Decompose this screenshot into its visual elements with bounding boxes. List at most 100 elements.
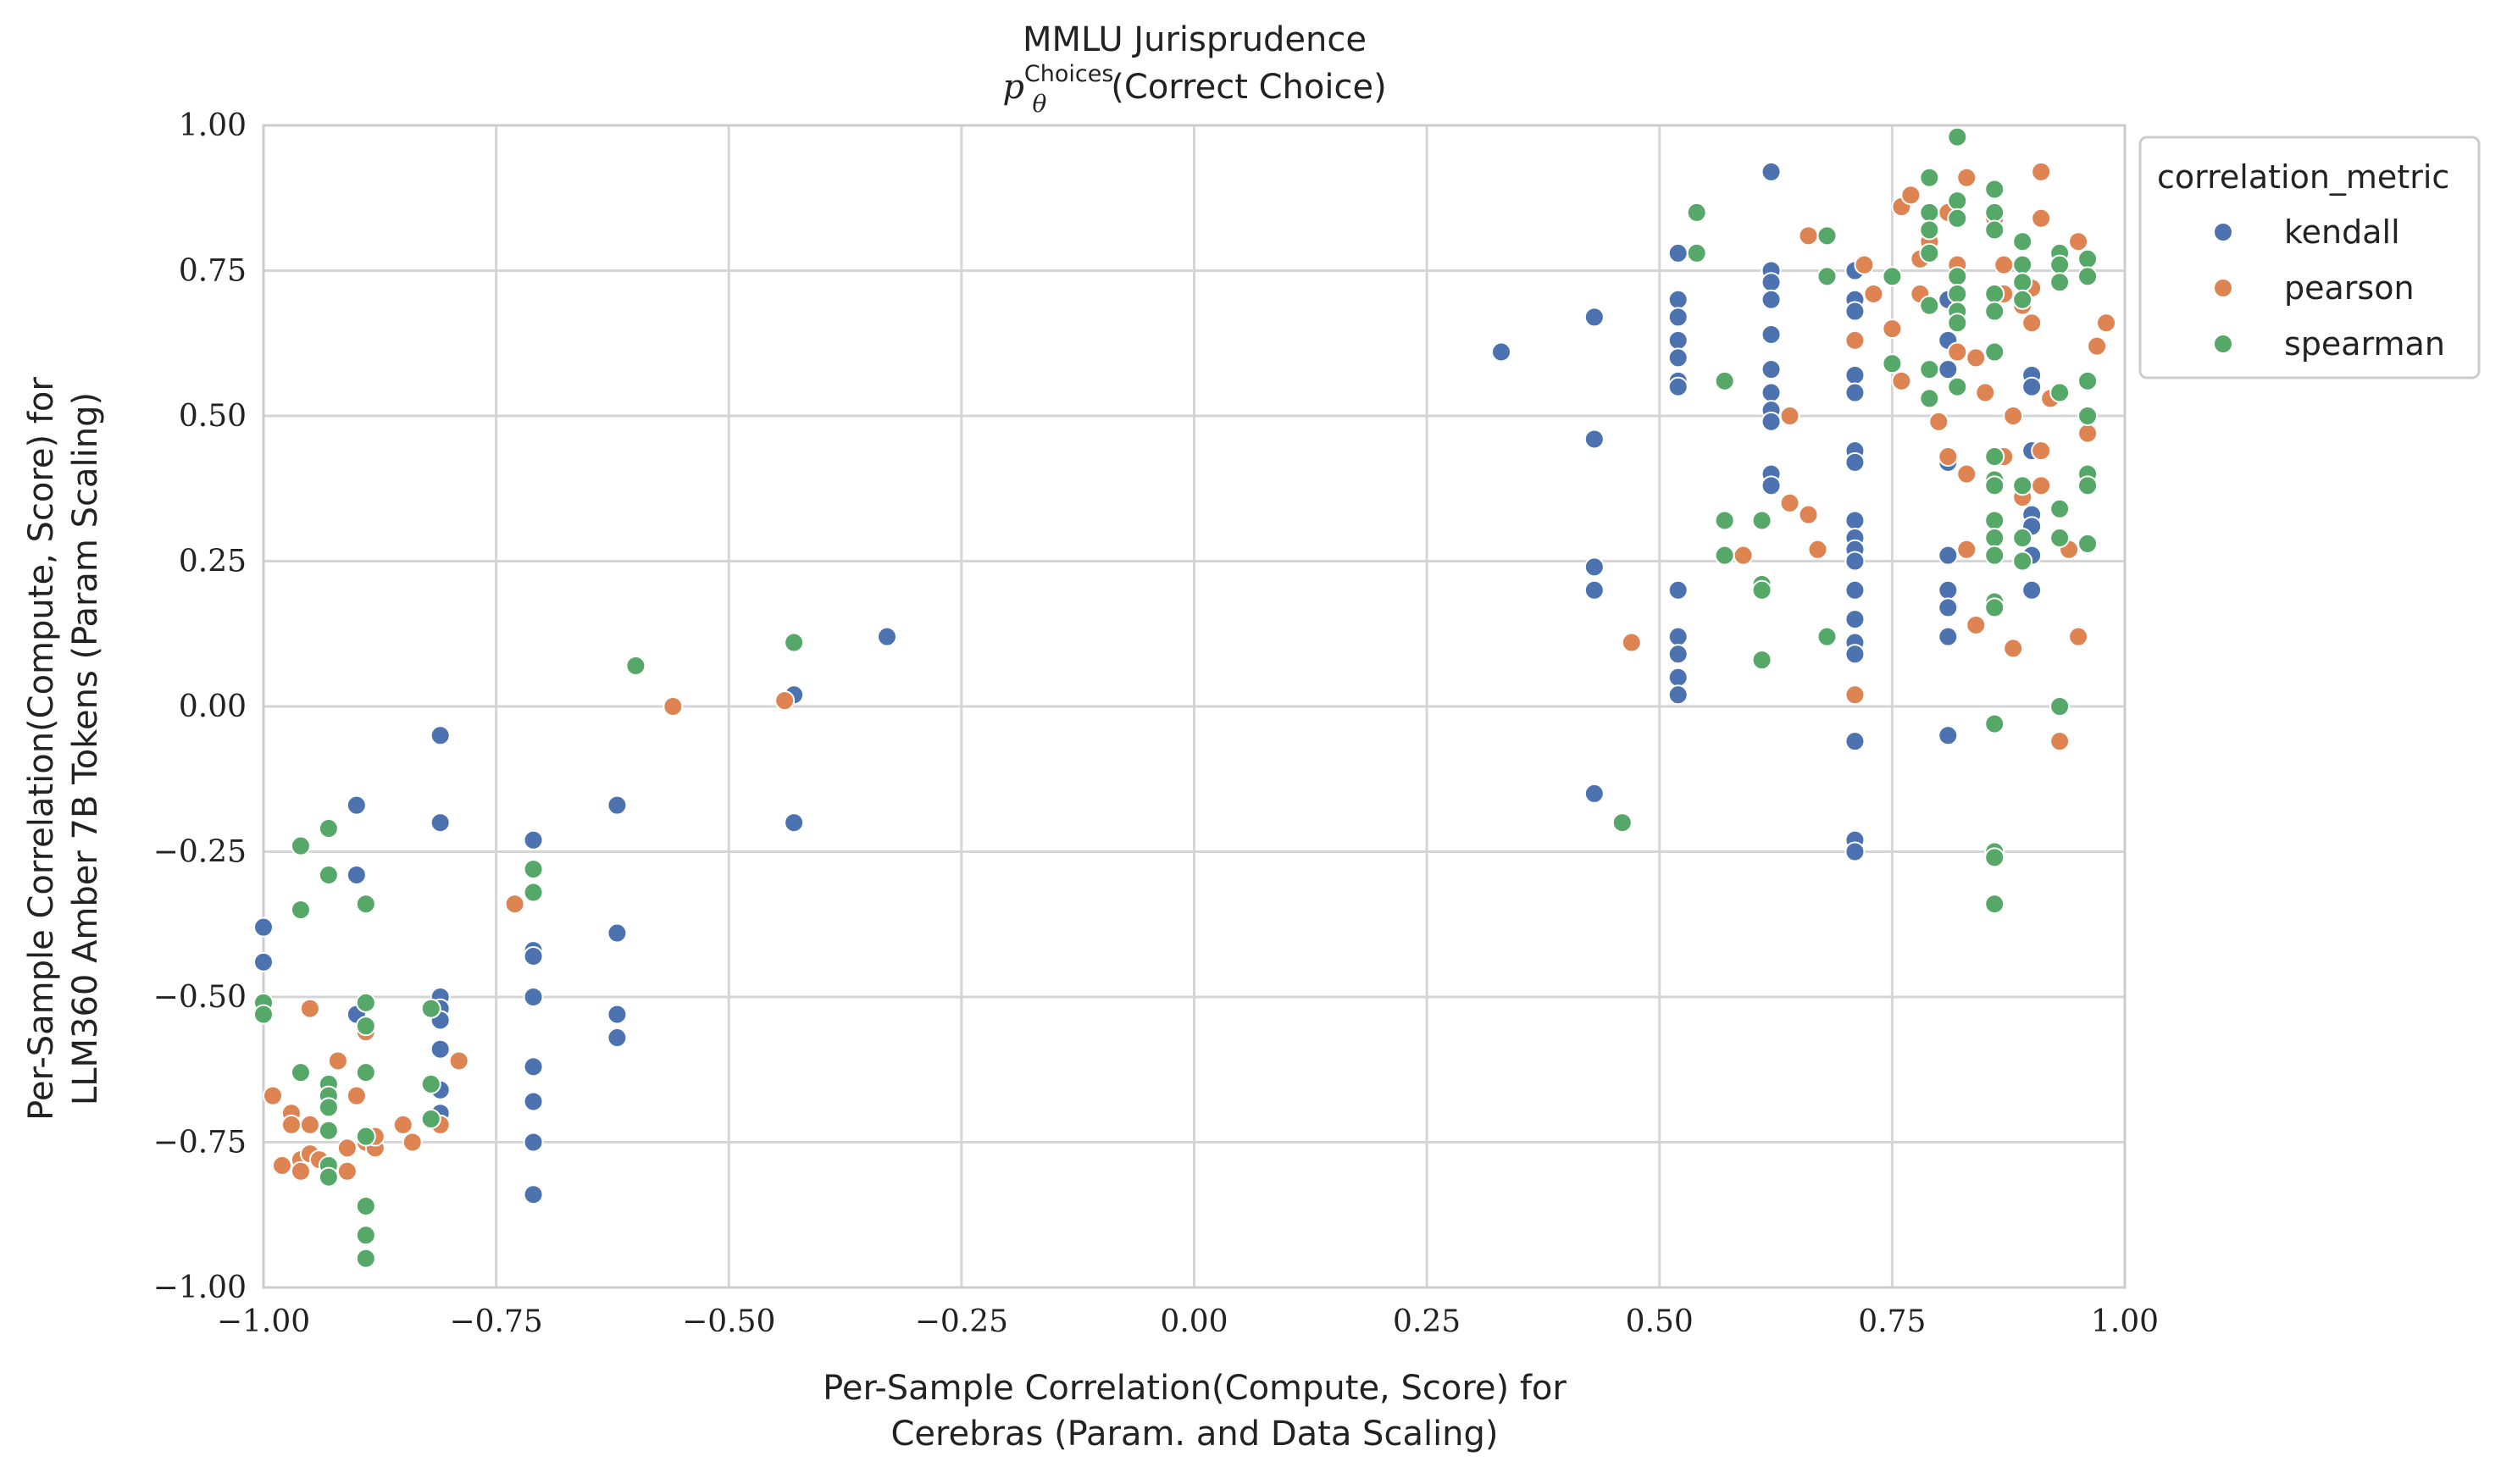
- legend-marker-kendall: [2213, 222, 2233, 242]
- data-point-spearman: [355, 1248, 376, 1269]
- data-point-spearman: [1947, 266, 1968, 287]
- x-axis-label-line-1: Per-Sample Correlation(Compute, Score) f…: [823, 1369, 1567, 1408]
- data-point-kendall: [1844, 579, 1866, 601]
- data-point-spearman: [2077, 533, 2099, 554]
- data-point-spearman: [1984, 283, 2005, 304]
- data-point-kendall: [253, 951, 274, 972]
- data-point-spearman: [1947, 376, 1968, 397]
- subtitle-subscript: θ: [1032, 90, 1046, 118]
- data-point-spearman: [1816, 266, 1838, 287]
- plot-frame: [262, 124, 2127, 1289]
- y-tick-label: 0.25: [179, 545, 247, 579]
- data-point-spearman: [1984, 597, 2005, 618]
- data-point-pearson: [327, 1050, 348, 1071]
- y-tick-label: 0.75: [179, 254, 247, 289]
- data-point-pearson: [2031, 161, 2052, 182]
- data-point-kendall: [523, 945, 544, 966]
- x-tick-label: −1.00: [217, 1304, 310, 1339]
- data-point-pearson: [1956, 463, 1977, 485]
- data-point-spearman: [1714, 510, 1735, 531]
- data-point-spearman: [1984, 301, 2005, 322]
- data-point-pearson: [392, 1114, 413, 1135]
- data-point-spearman: [2049, 696, 2071, 717]
- data-point-spearman: [1984, 446, 2005, 468]
- data-point-pearson: [504, 894, 525, 915]
- data-point-spearman: [1984, 510, 2005, 531]
- data-point-pearson: [1621, 632, 1642, 653]
- data-point-kendall: [1761, 272, 1782, 293]
- data-point-spearman: [1984, 341, 2005, 363]
- data-point-pearson: [1966, 347, 1987, 368]
- data-point-pearson: [290, 1160, 311, 1182]
- data-point-spearman: [355, 1195, 376, 1216]
- data-point-kendall: [1761, 324, 1782, 345]
- data-point-kendall: [1761, 411, 1782, 432]
- data-point-kendall: [346, 864, 367, 885]
- data-point-spearman: [1947, 283, 1968, 304]
- legend-marker-spearman: [2213, 334, 2233, 354]
- data-point-kendall: [1844, 382, 1866, 403]
- data-point-kendall: [1583, 307, 1605, 328]
- legend-items: kendall pearson spearman: [2213, 213, 2445, 363]
- data-point-kendall: [1844, 609, 1866, 630]
- data-point-kendall: [1667, 347, 1689, 368]
- y-tick-label: 0.50: [179, 399, 247, 434]
- data-point-spearman: [1816, 225, 1838, 246]
- data-point-pearson: [2087, 335, 2108, 357]
- data-point-spearman: [1919, 219, 1940, 241]
- data-point-spearman: [318, 1120, 339, 1141]
- data-point-pearson: [271, 1155, 292, 1176]
- data-point-kendall: [1667, 626, 1689, 647]
- data-point-kendall: [607, 922, 628, 944]
- data-point-pearson: [280, 1114, 302, 1135]
- data-point-spearman: [355, 894, 376, 915]
- data-point-pearson: [1854, 254, 1875, 275]
- data-point-spearman: [290, 900, 311, 921]
- data-point-kendall: [1844, 731, 1866, 752]
- legend-label-spearman: spearman: [2284, 325, 2445, 363]
- data-point-pearson: [2049, 731, 2071, 752]
- data-point-pearson: [2096, 313, 2117, 334]
- data-point-spearman: [420, 1073, 441, 1094]
- data-point-spearman: [253, 1004, 274, 1025]
- data-point-spearman: [1686, 202, 1707, 223]
- data-point-spearman: [1882, 353, 1903, 374]
- data-point-kendall: [1938, 725, 1959, 746]
- data-point-kendall: [523, 1184, 544, 1205]
- data-point-spearman: [2049, 254, 2071, 275]
- data-point-spearman: [1611, 812, 1633, 833]
- data-point-kendall: [1761, 382, 1782, 403]
- data-point-pearson: [1779, 406, 1800, 426]
- data-point-spearman: [1984, 475, 2005, 496]
- data-point-pearson: [1844, 684, 1866, 706]
- data-point-kendall: [523, 829, 544, 850]
- data-point-kendall: [607, 1004, 628, 1025]
- data-point-pearson: [2077, 423, 2099, 444]
- data-point-spearman: [1984, 894, 2005, 915]
- data-point-spearman: [2012, 475, 2033, 496]
- legend-box: [2138, 136, 2481, 379]
- data-point-kendall: [1938, 579, 1959, 601]
- legend: correlation_metric kendall pearson spearma…: [2138, 136, 2481, 379]
- x-axis-label-line-2: Cerebras (Param. and Data Scaling): [890, 1415, 1498, 1454]
- legend-marker-pearson: [2213, 278, 2233, 298]
- data-point-spearman: [2012, 528, 2033, 549]
- data-point-pearson: [336, 1138, 358, 1159]
- y-tick-label: 1.00: [179, 108, 247, 143]
- data-point-pearson: [1956, 167, 1977, 188]
- data-point-pearson: [1844, 329, 1866, 351]
- data-point-kendall: [523, 1091, 544, 1112]
- data-point-spearman: [355, 1225, 376, 1246]
- data-point-spearman: [355, 1062, 376, 1083]
- data-point-pearson: [1956, 539, 1977, 560]
- data-point-kendall: [1844, 301, 1866, 322]
- data-point-kendall: [1844, 451, 1866, 473]
- subtitle-symbol: p: [1002, 68, 1024, 107]
- data-point-spearman: [2049, 382, 2071, 403]
- data-point-spearman: [420, 998, 441, 1019]
- data-point-spearman: [784, 632, 805, 653]
- data-point-spearman: [2012, 254, 2033, 275]
- chart-subtitle: pChoices θ (Correct Choice): [1002, 61, 1386, 118]
- data-point-kendall: [1761, 359, 1782, 380]
